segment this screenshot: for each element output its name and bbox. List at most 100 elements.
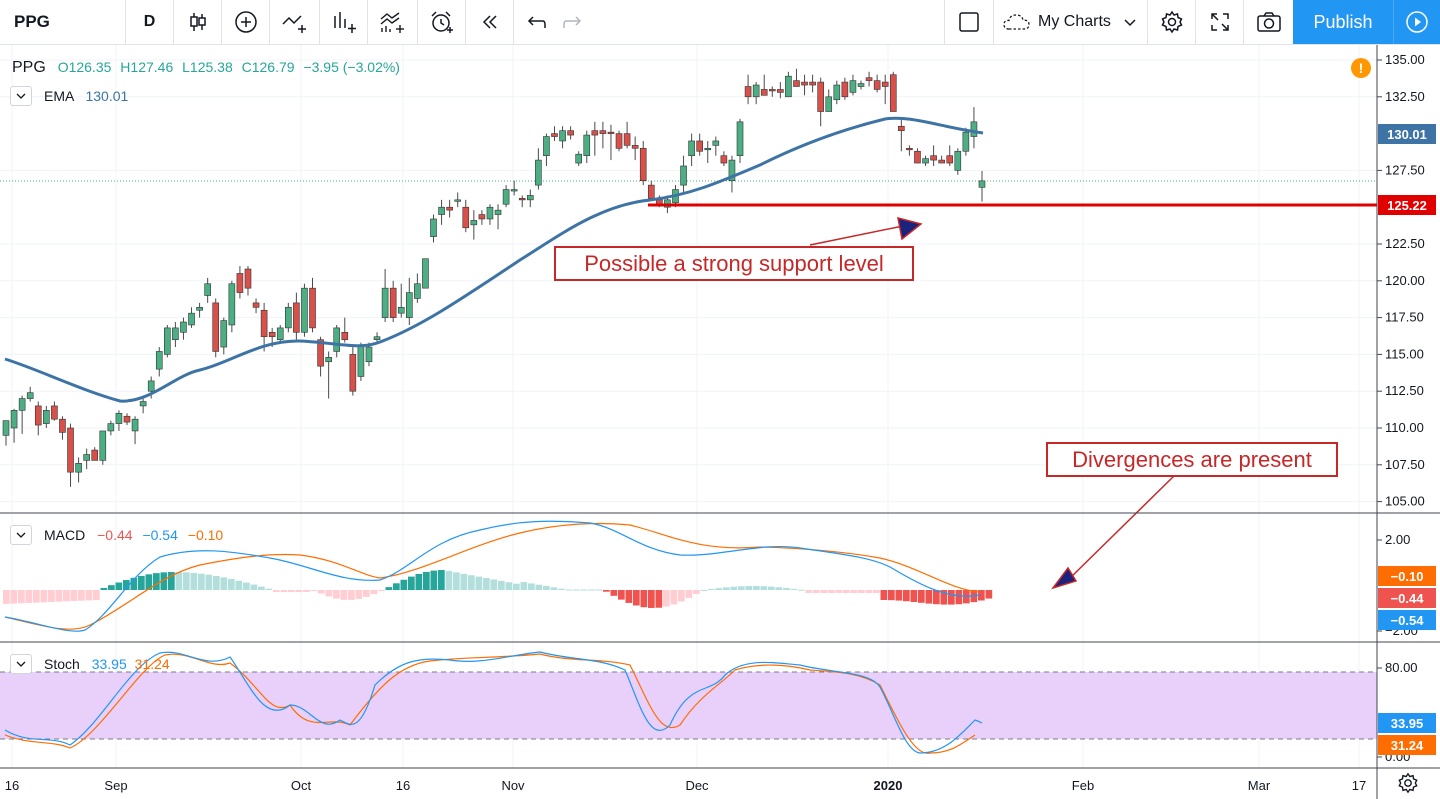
macd-bar (108, 585, 115, 590)
candle-body (220, 320, 228, 348)
stoch-k-tag: 33.95 (1378, 713, 1436, 733)
candle (898, 118, 905, 152)
candles (2, 68, 986, 487)
candle-body (696, 140, 703, 152)
candle-body (502, 189, 510, 205)
candle (397, 283, 405, 318)
ema-line (4, 116, 984, 403)
candle (10, 408, 18, 443)
indicators-button[interactable] (270, 0, 320, 44)
price-tick-label: 122.50 (1385, 236, 1425, 251)
candle (801, 74, 808, 96)
candle (91, 447, 99, 461)
candle-body (865, 77, 873, 81)
macd-bar (888, 590, 895, 601)
macd-bar (243, 582, 250, 590)
candle-body (67, 427, 74, 473)
candle-body (155, 351, 163, 370)
candle-body (833, 84, 841, 101)
candle (599, 121, 607, 149)
macd-bar (745, 586, 753, 590)
redo-button[interactable] (556, 0, 590, 44)
macd-bar (618, 590, 625, 600)
chart-style-button[interactable] (174, 0, 222, 44)
my-charts-button[interactable]: My Charts (994, 0, 1148, 44)
publish-button[interactable]: Publish (1293, 0, 1393, 44)
macd-bar (438, 570, 445, 590)
play-button[interactable] (1393, 0, 1440, 44)
candle (841, 77, 849, 100)
candle (785, 71, 792, 98)
stoch-legend-toggle[interactable] (10, 654, 32, 674)
candle-body (809, 81, 816, 86)
alert-button[interactable] (418, 0, 466, 44)
macd-bar (393, 583, 400, 590)
axis-settings-button[interactable] (1397, 772, 1419, 799)
macd-bar (18, 590, 25, 604)
compare-button[interactable] (222, 0, 270, 44)
undo-button[interactable] (514, 0, 558, 44)
candle-body (543, 136, 550, 156)
symbol-search-button[interactable]: PPG (0, 0, 126, 44)
macd-bar (843, 590, 850, 593)
candle-body (946, 155, 954, 164)
support-annotation-text: Possible a strong support level (584, 250, 884, 276)
divergence-annotation[interactable]: Divergences are present (1046, 442, 1338, 477)
time-tick-label: Nov (501, 778, 525, 793)
candle-body (99, 430, 107, 461)
candle (825, 89, 833, 112)
candle-body (309, 287, 316, 329)
macd-bar (835, 590, 843, 593)
candle-body (10, 410, 18, 429)
macd-bar (828, 590, 835, 593)
candle (99, 430, 107, 465)
candle-body (518, 198, 526, 201)
macd-bar (858, 590, 865, 593)
chevron-down-icon (16, 661, 26, 667)
fullscreen-button[interactable] (1196, 0, 1244, 44)
settings-button[interactable] (1148, 0, 1196, 44)
macd-bar (513, 583, 520, 590)
candle (389, 280, 397, 323)
candle (567, 126, 574, 140)
candle-body (115, 412, 123, 424)
macd-bar (910, 590, 918, 602)
candle-body (825, 96, 833, 112)
my-charts-label: My Charts (1038, 13, 1111, 30)
candle (446, 199, 453, 218)
candle-body (898, 125, 905, 131)
candle-body (244, 268, 252, 289)
macd-bar (153, 573, 160, 590)
candle-body (930, 155, 937, 161)
ema-legend-toggle[interactable] (10, 86, 32, 106)
chart-area[interactable]: 135.00 132.50 127.50 122.50 120.00 117.50 115.… (0, 45, 1440, 799)
candle (43, 405, 50, 428)
macd-legend-toggle[interactable] (10, 525, 32, 545)
candle-body (680, 165, 687, 186)
candle (857, 80, 865, 90)
candle (938, 155, 945, 164)
candle-body (922, 158, 929, 164)
square-icon (959, 12, 979, 32)
stoch-band (0, 672, 1377, 739)
snapshot-button[interactable] (1244, 0, 1293, 44)
candle-body (83, 454, 90, 461)
macd-bar (258, 586, 265, 590)
interval-button[interactable]: D (126, 0, 174, 44)
macd-bar (730, 586, 738, 590)
templates-button[interactable] (368, 0, 418, 44)
financials-button[interactable] (320, 0, 368, 44)
replay-button[interactable] (466, 0, 514, 44)
chevron-down-icon (16, 532, 26, 538)
macd-bar (93, 590, 100, 601)
macd-bar (783, 587, 790, 590)
support-annotation[interactable]: Possible a strong support level (554, 246, 914, 281)
alarm-clock-icon (430, 11, 453, 33)
candle (228, 280, 236, 333)
warning-icon[interactable]: ! (1351, 58, 1371, 78)
candle (164, 324, 171, 358)
time-tick-label: 16 (5, 778, 19, 793)
layout-button[interactable] (944, 0, 994, 44)
macd-bar (63, 590, 70, 602)
macd-bar (168, 572, 175, 590)
